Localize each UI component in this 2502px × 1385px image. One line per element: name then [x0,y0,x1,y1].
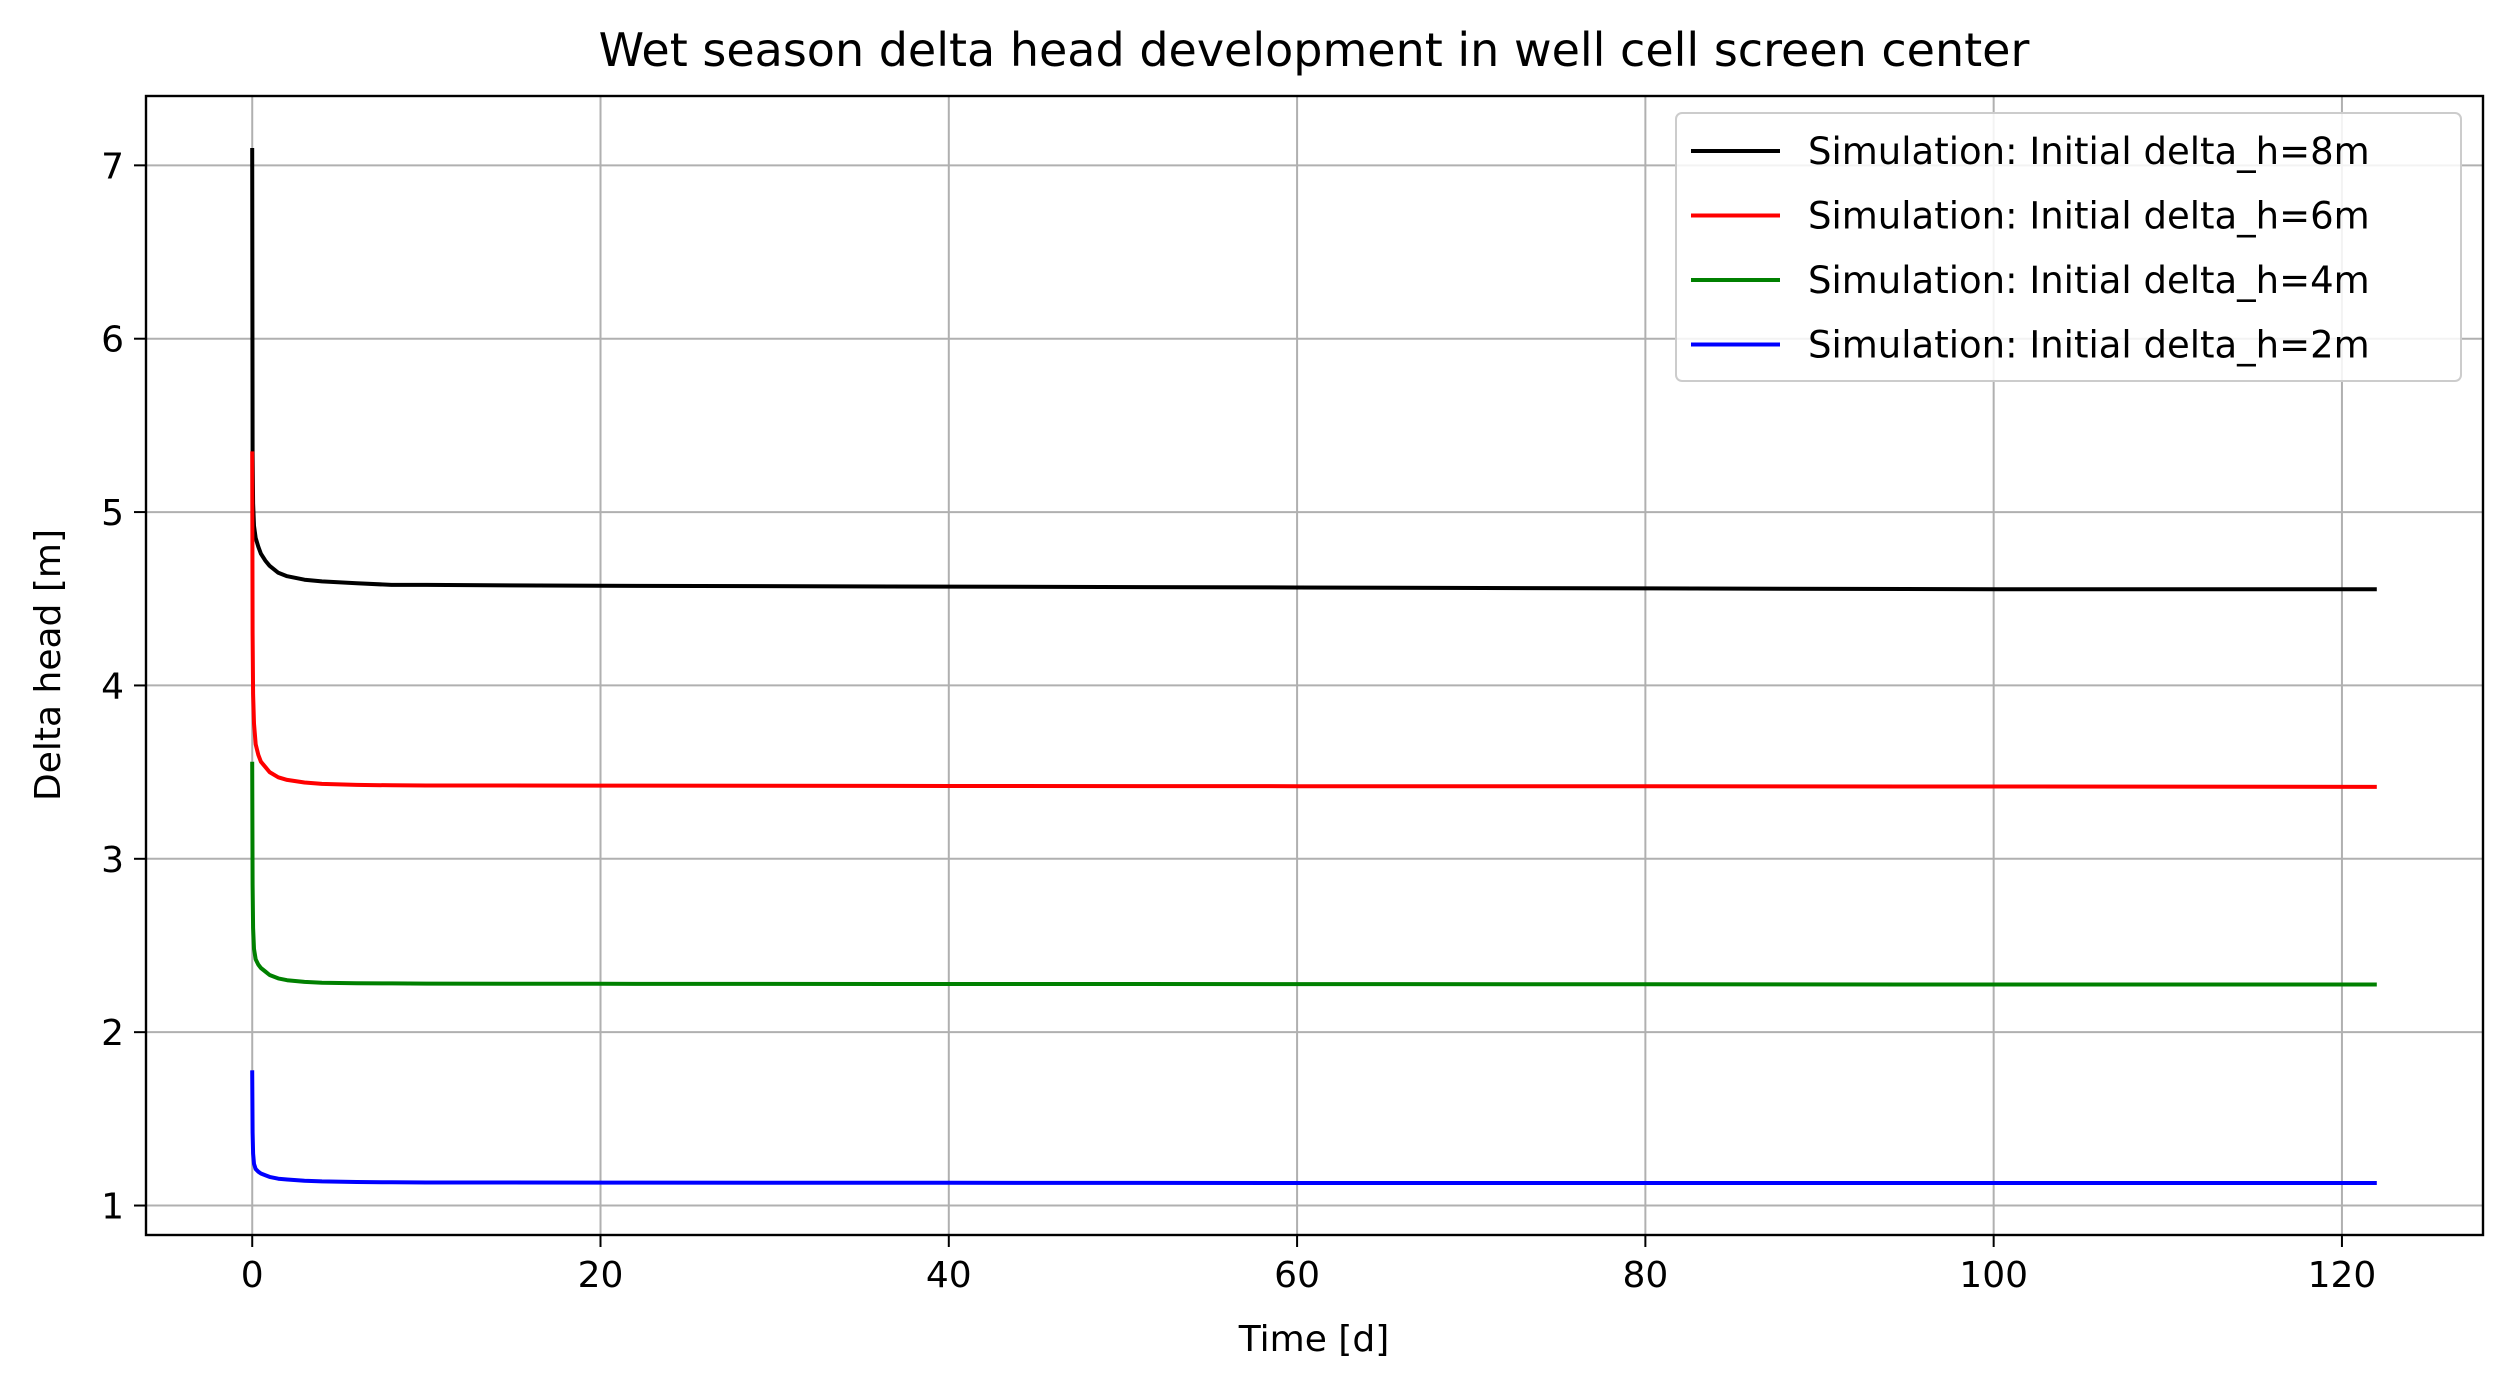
y-tick-label: 5 [101,493,124,534]
y-axis-label: Delta head [m] [28,529,69,801]
x-tick-label: 100 [1959,1255,2028,1296]
x-axis: 0 20 40 60 80 100 120 [241,1235,2377,1296]
series-line-2 [250,451,2377,789]
legend-box [1675,112,2462,382]
legend-label-1: Simulation: Initial delta_h=8m [1808,130,2370,173]
series-line-3 [250,761,2377,987]
y-tick-label: 2 [101,1013,124,1054]
y-tick-label: 6 [101,320,124,361]
y-tick-label: 1 [101,1187,124,1228]
legend-label-2: Simulation: Initial delta_h=6m [1808,195,2370,238]
legend-label-3: Simulation: Initial delta_h=4m [1808,259,2370,302]
y-tick-label: 4 [101,666,124,707]
legend: Simulation: Initial delta_h=8m Simulation… [1675,112,2462,382]
x-tick-label: 80 [1622,1255,1668,1296]
series-line-1 [250,147,2377,592]
x-tick-label: 60 [1274,1255,1320,1296]
x-tick-label: 120 [2308,1255,2377,1296]
legend-label-4: Simulation: Initial delta_h=2m [1808,324,2370,367]
y-tick-label: 3 [101,840,124,881]
x-tick-label: 40 [926,1255,972,1296]
y-tick-label: 7 [101,146,124,187]
series-layer [250,147,2377,1185]
y-axis: 1 2 3 4 5 6 7 [101,146,146,1228]
chart-title: Wet season delta head development in wel… [599,23,2030,77]
x-tick-label: 20 [578,1255,624,1296]
x-tick-label: 0 [241,1255,264,1296]
plot-frame [144,94,2485,1237]
x-axis-label: Time [d] [1238,1319,1390,1360]
series-line-4 [250,1070,2377,1185]
